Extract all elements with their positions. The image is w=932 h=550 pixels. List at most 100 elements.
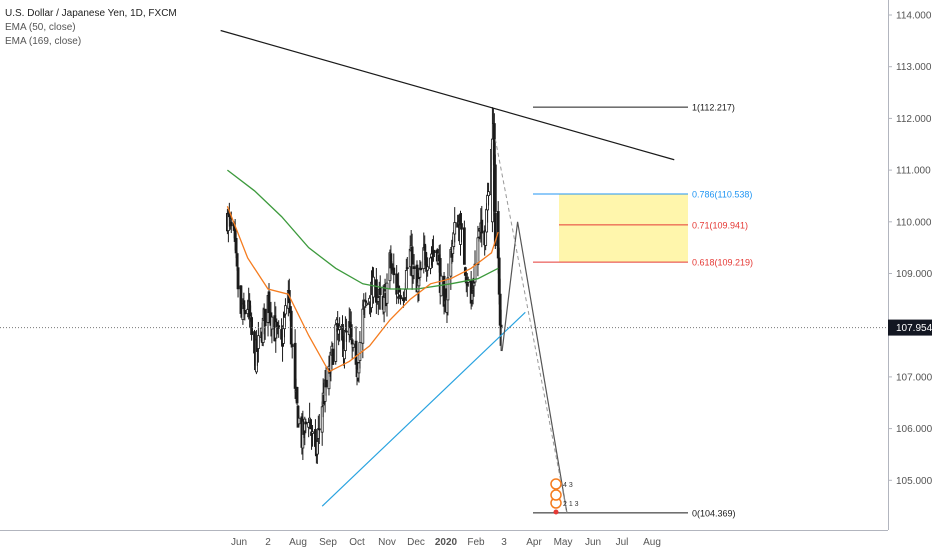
candle-body: [250, 317, 253, 335]
candle-body: [327, 365, 331, 390]
y-tick-label-8: 106.000: [896, 424, 932, 435]
candle-body: [392, 267, 396, 276]
time-axis: Jun 2 Aug Sep Oct Nov Dec 2020 Feb 3 Apr May Jun Jul A…: [0, 530, 888, 548]
candle-body: [412, 266, 416, 269]
candle: [399, 288, 402, 305]
candle: [284, 298, 287, 317]
candle-body: [311, 431, 314, 434]
x-tick-label-3: Sep: [319, 537, 337, 548]
candle: [385, 273, 389, 317]
candle-body: [349, 324, 353, 338]
candle: [256, 321, 260, 363]
candle-body: [417, 278, 421, 287]
candle: [311, 425, 314, 447]
candle-body: [256, 335, 260, 349]
candle-body: [344, 330, 348, 333]
candle-body: [243, 309, 247, 315]
ema-layer: [226, 169, 499, 373]
fib-zone: [559, 193, 688, 263]
event-flag-icon: [550, 478, 562, 490]
candle-body: [453, 222, 457, 235]
x-tick-label-8: Feb: [467, 537, 485, 548]
y-tick-label-0: 114.000: [896, 11, 932, 22]
candle: [327, 355, 331, 396]
y-tick-label-2: 112.000: [896, 114, 932, 125]
candle-body: [267, 291, 271, 314]
candle-body: [354, 340, 358, 365]
x-tick-label-14: Aug: [643, 537, 661, 548]
candle: [270, 315, 274, 344]
candle-body: [334, 324, 338, 362]
ema50-legend[interactable]: EMA (50, close): [5, 22, 76, 33]
candle: [405, 256, 409, 271]
candle-body: [378, 286, 382, 296]
candle-body: [234, 237, 238, 254]
candle-body: [389, 253, 393, 269]
event-flag-icon: [550, 489, 562, 501]
candle-body: [317, 428, 321, 431]
candle-body: [419, 267, 423, 271]
candle: [412, 254, 416, 280]
candle-body: [484, 230, 488, 246]
candle: [365, 302, 369, 306]
candle-body: [290, 344, 294, 347]
x-tick-label-1: 2: [265, 537, 271, 548]
candle-body: [426, 266, 430, 271]
symbol-title[interactable]: U.S. Dollar / Japanese Yen, 1D, FXCM: [5, 8, 177, 19]
candles-layer: [226, 107, 503, 464]
candle: [364, 292, 368, 308]
candle: [304, 418, 308, 434]
candle: [493, 154, 497, 233]
x-tick-label-10: Apr: [526, 537, 542, 548]
projection-path: [501, 221, 568, 514]
candle-body: [320, 406, 324, 433]
candle-body: [277, 325, 281, 329]
candle-body: [462, 227, 466, 265]
candle: [344, 318, 348, 342]
candle-body: [236, 267, 240, 290]
fib-level-label-4: 0(104.369): [692, 508, 736, 518]
candle: [242, 292, 246, 312]
candle: [453, 207, 457, 243]
candle: [460, 213, 463, 243]
candle: [297, 415, 301, 426]
candle: [263, 308, 267, 340]
candle: [331, 342, 335, 365]
candle: [236, 253, 240, 298]
candle-body: [365, 302, 369, 306]
x-tick-label-12: Jun: [585, 537, 601, 548]
ema169-legend[interactable]: EMA (169, close): [5, 36, 82, 47]
candle-body: [364, 300, 368, 303]
projection-dashed: [494, 139, 568, 513]
candle-body: [284, 305, 287, 315]
candle: [389, 245, 393, 280]
candle-body: [351, 343, 355, 348]
x-tick-label-2: Aug: [289, 537, 307, 548]
event-dot-icon: [553, 509, 559, 515]
trendline-upper: [220, 29, 675, 161]
candle-body: [263, 308, 267, 327]
candle-body: [399, 295, 402, 300]
candle-body: [242, 300, 246, 310]
candle: [426, 257, 430, 277]
candle: [243, 304, 247, 321]
fib-zone-box: [559, 193, 688, 263]
candle: [361, 299, 365, 359]
candle: [324, 366, 328, 396]
chart-legend: U.S. Dollar / Japanese Yen, 1D, FXCM EMA…: [5, 7, 177, 49]
x-tick-label-13: Jul: [616, 537, 629, 548]
candle-body: [304, 421, 308, 425]
candle: [293, 329, 297, 399]
candle: [358, 331, 362, 369]
candle-body: [460, 223, 463, 230]
ema169-line: [227, 169, 499, 290]
candle: [349, 311, 353, 341]
y-tick-label-7: 107.000: [896, 372, 932, 383]
y-tick-label-1: 113.000: [896, 62, 932, 73]
candle-body: [270, 316, 274, 330]
y-tick-label-4: 110.000: [896, 217, 932, 228]
x-tick-label-9: 3: [501, 537, 507, 548]
candle-body: [404, 270, 408, 290]
candle-body: [487, 191, 490, 197]
